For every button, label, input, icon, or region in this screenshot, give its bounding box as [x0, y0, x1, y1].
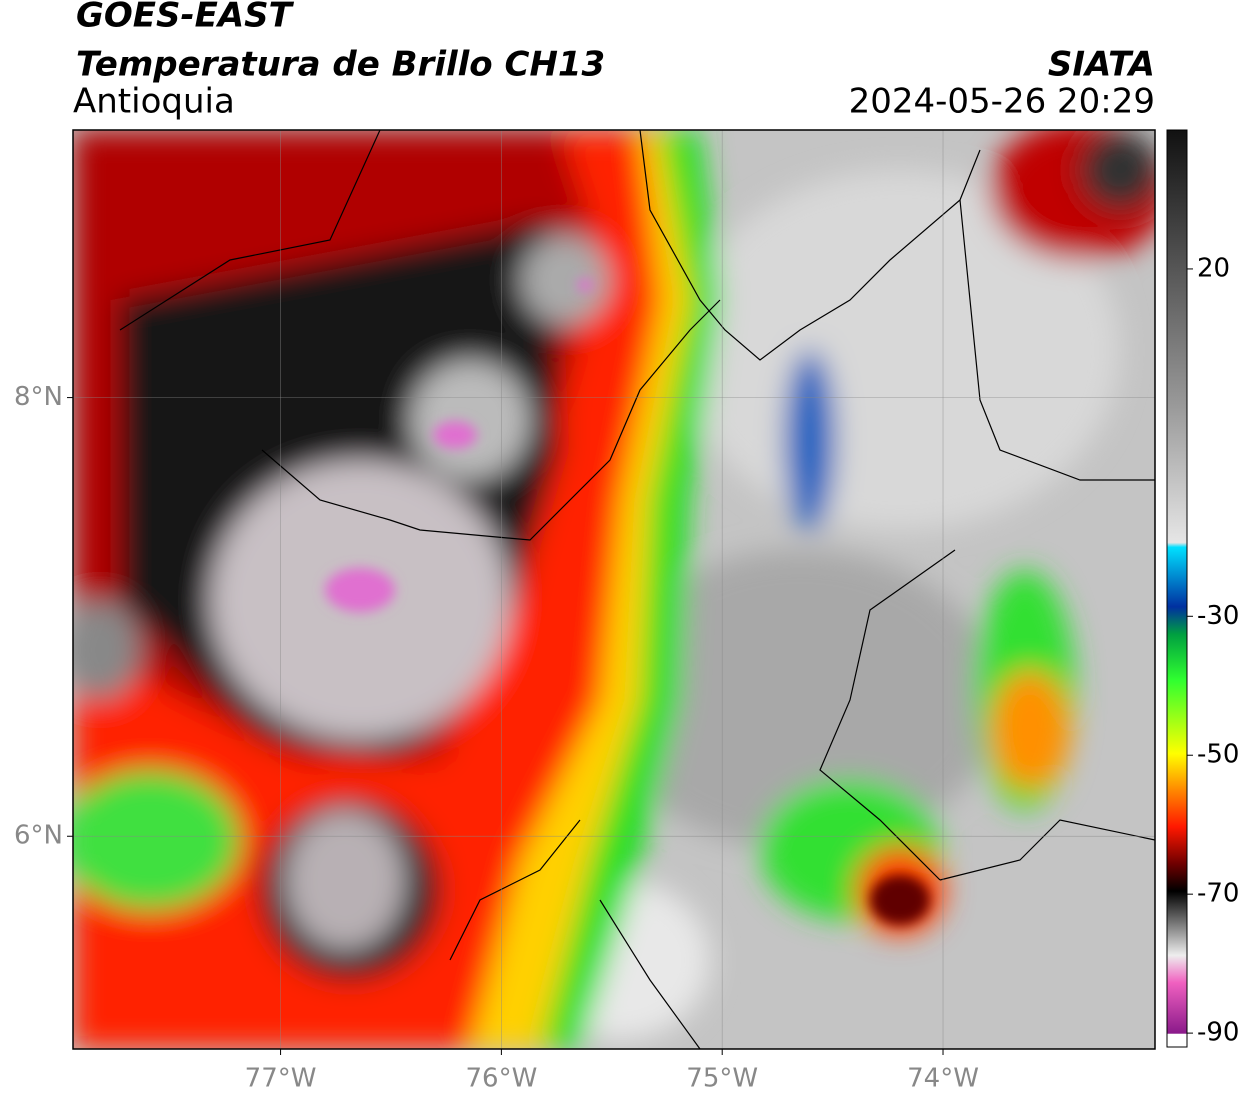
x-tick-label: 77°W	[245, 1064, 317, 1094]
colorbar-tick-label: -50	[1197, 740, 1239, 770]
x-tick-label: 74°W	[907, 1064, 979, 1094]
x-tick-label: 75°W	[686, 1064, 758, 1094]
colorbar-tick-label: -30	[1197, 601, 1239, 631]
region-label: Antioquia	[73, 82, 235, 122]
colorbar-tick-label: -70	[1197, 879, 1239, 909]
y-tick-label: 6°N	[14, 821, 63, 851]
satellite-image	[73, 130, 1155, 1049]
colorbar-tick-label: 20	[1197, 253, 1230, 283]
colorbar-tick-label: -90	[1197, 1018, 1239, 1048]
source-label: SIATA	[1048, 45, 1155, 85]
colorbar	[1166, 129, 1188, 1048]
grid	[73, 130, 1155, 1049]
y-tick-label: 8°N	[14, 382, 63, 412]
x-tick-label: 76°W	[465, 1064, 537, 1094]
datetime-label: 2024-05-26 20:29	[849, 82, 1155, 122]
product-title: Temperatura de Brillo CH13	[76, 45, 605, 85]
satellite-title: GOES-EAST	[76, 0, 295, 36]
boundaries	[119, 130, 1155, 1049]
map-frame	[72, 129, 1156, 1050]
